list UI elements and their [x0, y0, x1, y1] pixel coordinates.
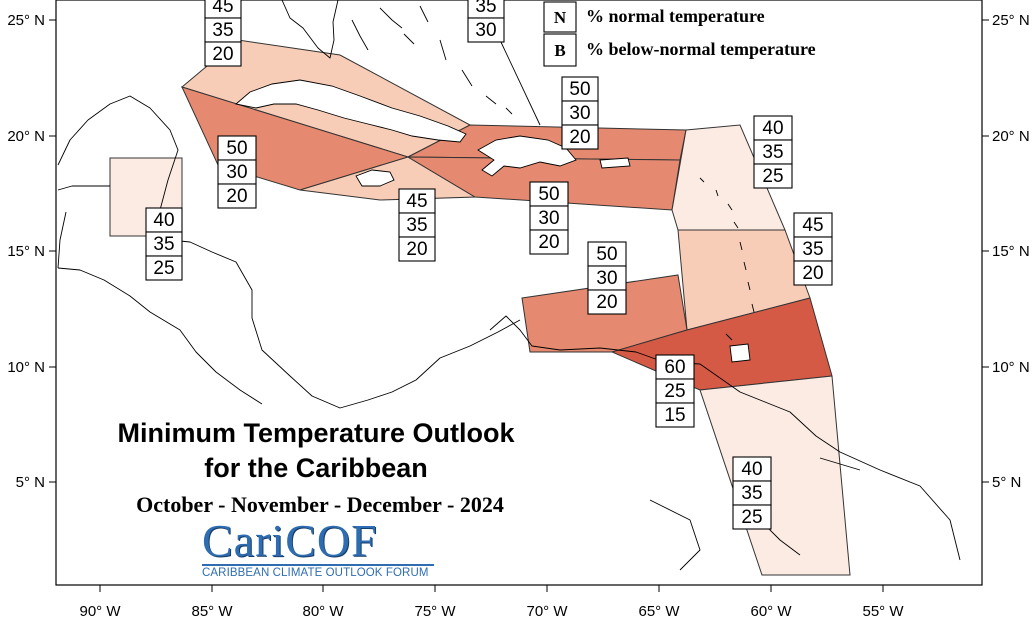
- prob-value: 30: [538, 208, 559, 229]
- prob-box-guianas: 40 35 25: [732, 456, 772, 530]
- logo-subtitle: CARIBBEAN CLIMATE OUTLOOK FORUM: [202, 567, 429, 579]
- prob-value: 20: [569, 127, 590, 148]
- x-tick-label: 80° W: [302, 603, 344, 620]
- x-ticks: [99, 585, 884, 592]
- x-axis-labels: 90° W 85° W 80° W 75° W 70° W 65° W 60° …: [79, 603, 904, 620]
- legend-b-text: % below-normal temperature: [586, 39, 816, 59]
- prob-value: 40: [153, 210, 174, 231]
- prob-value: 15: [664, 405, 685, 426]
- y-tick-label: 20° N: [992, 128, 1030, 145]
- x-tick-label: 55° W: [862, 603, 904, 620]
- y-axis-labels-left: 25° N 20° N 15° N 10° N 5° N: [7, 12, 45, 491]
- prob-value: 35: [802, 239, 823, 260]
- prob-box-trinidad-tobago: 60 25 15: [655, 354, 695, 428]
- puerto-rico-coast: [599, 157, 631, 169]
- y-tick-label: 10° N: [7, 359, 45, 376]
- y-tick-label: 25° N: [7, 12, 45, 29]
- map-title-line1: Minimum Temperature Outlook: [117, 418, 515, 448]
- florida-coast: [281, 0, 339, 59]
- legend-n-box: [543, 1, 577, 33]
- prob-value: 35: [406, 215, 427, 236]
- prob-value: 20: [212, 44, 233, 65]
- prob-box-abc-islands: 50 30 20: [587, 241, 627, 315]
- coastlines: [57, 0, 961, 571]
- prob-value: 35: [212, 20, 233, 41]
- y-tick-label: 10° N: [992, 359, 1030, 376]
- x-tick-label: 60° W: [750, 603, 792, 620]
- prob-value: 60: [664, 357, 685, 378]
- prob-value: 50: [226, 138, 247, 159]
- prob-value: 25: [664, 381, 685, 402]
- prob-value: 45: [802, 215, 823, 236]
- prob-value: 30: [226, 162, 247, 183]
- y-axis-labels-right: 25° N 20° N 15° N 10° N 5° N: [992, 12, 1030, 491]
- prob-value: 30: [596, 268, 617, 289]
- prob-value: 35: [475, 0, 496, 17]
- caricof-logo: CariCOF CARIBBEAN CLIMATE OUTLOOK FORUM: [200, 516, 436, 582]
- trinidad-coast: [729, 343, 751, 363]
- prob-value: 25: [153, 258, 174, 279]
- hispaniola-coast: [477, 135, 577, 177]
- x-tick-label: 65° W: [638, 603, 680, 620]
- prob-value: 20: [226, 186, 247, 207]
- logo-wordmark: CariCOF: [202, 515, 378, 566]
- prob-value: 35: [741, 483, 762, 504]
- prob-value: 40: [741, 459, 762, 480]
- y-tick-label: 15° N: [992, 243, 1030, 260]
- prob-value: 45: [406, 191, 427, 212]
- prob-box-bahamas-east: 35 30: [467, 0, 505, 43]
- prob-value: 50: [596, 244, 617, 265]
- prob-box-belize: 40 35 25: [145, 207, 183, 281]
- prob-value: 40: [762, 118, 783, 139]
- logo-underline: [202, 564, 434, 566]
- prob-value: 20: [538, 232, 559, 253]
- legend-b-letter: B: [554, 41, 565, 60]
- map-title-line2: for the Caribbean: [204, 453, 428, 483]
- prob-value: 35: [153, 234, 174, 255]
- prob-box-hispaniola-south: 50 30 20: [529, 181, 569, 255]
- central-america-coast: [57, 95, 521, 409]
- prob-value: 45: [212, 0, 233, 17]
- prob-box-windward-islands: 45 35 20: [793, 212, 833, 286]
- jamaica-coast: [355, 169, 395, 187]
- prob-value: 30: [475, 20, 496, 41]
- y-tick-label: 5° N: [16, 474, 45, 491]
- prob-value: 50: [569, 79, 590, 100]
- prob-value: 20: [802, 263, 823, 284]
- prob-value: 35: [762, 142, 783, 163]
- prob-value: 30: [569, 103, 590, 124]
- y-tick-label: 25° N: [992, 12, 1030, 29]
- x-tick-label: 75° W: [414, 603, 456, 620]
- map-frame: [55, 0, 983, 586]
- y-tick-label: 20° N: [7, 128, 45, 145]
- legend: N % normal temperature B % below-normal …: [543, 1, 816, 67]
- prob-box-cuba-west: 50 30 20: [217, 135, 257, 209]
- y-tick-label: 15° N: [7, 243, 45, 260]
- prob-box-bahamas-north: 45 35 20: [204, 0, 242, 67]
- legend-n-letter: N: [554, 8, 567, 27]
- x-tick-label: 70° W: [526, 603, 568, 620]
- prob-value: 20: [406, 239, 427, 260]
- south-america-coast: [489, 315, 961, 571]
- prob-value: 20: [596, 292, 617, 313]
- x-tick-label: 85° W: [191, 603, 233, 620]
- prob-value: 50: [538, 184, 559, 205]
- lesser-antilles: [699, 177, 755, 341]
- prob-box-greater-antilles-east: 50 30 20: [561, 76, 599, 150]
- cuba-coast: [235, 79, 467, 143]
- mexico-coast: [57, 185, 110, 269]
- x-tick-label: 90° W: [79, 603, 121, 620]
- legend-b-box: [543, 33, 577, 67]
- prob-box-jamaica: 45 35 20: [398, 188, 436, 262]
- prob-value: 25: [741, 507, 762, 528]
- season-subtitle: October - November - December - 2024: [136, 492, 504, 517]
- prob-value: 25: [762, 166, 783, 187]
- prob-box-leeward-islands: 40 35 25: [753, 115, 793, 189]
- y-tick-label: 5° N: [992, 474, 1021, 491]
- y-ticks: [49, 19, 989, 483]
- legend-n-text: % normal temperature: [586, 6, 765, 26]
